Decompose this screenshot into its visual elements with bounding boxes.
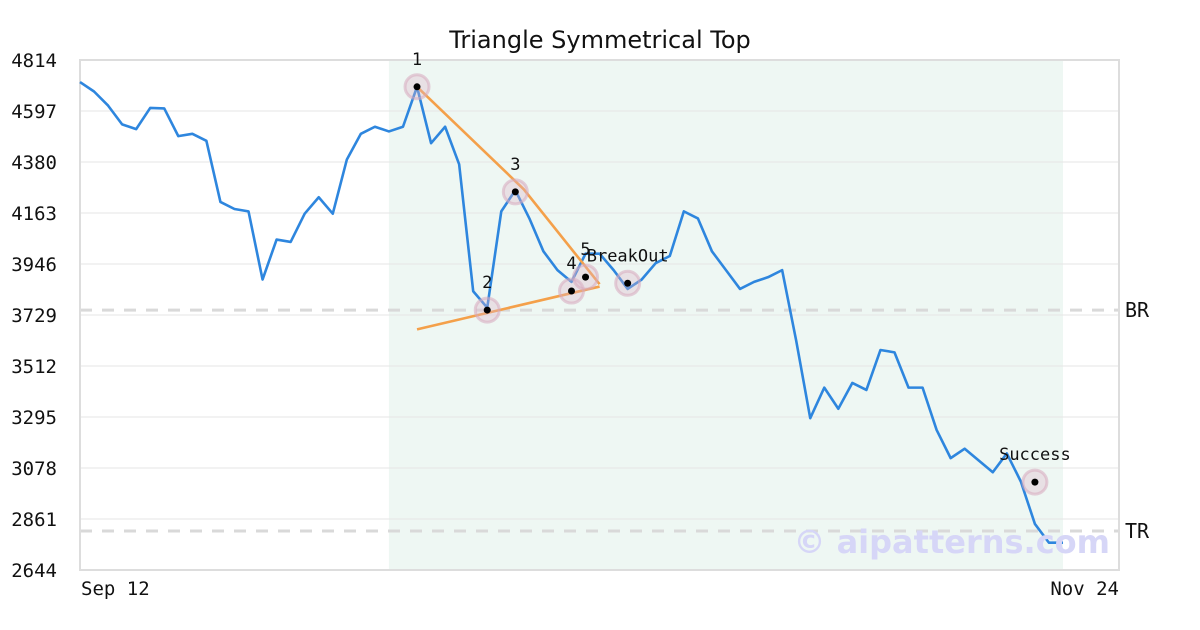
watermark: © aipatterns.com (793, 523, 1110, 561)
y-tick-label: 4163 (11, 203, 57, 225)
y-tick-label: 3078 (11, 458, 57, 480)
reference-line-label: BR (1125, 298, 1150, 322)
y-tick-label: 3946 (11, 254, 57, 276)
chart-title: Triangle Symmetrical Top (448, 26, 751, 54)
plot-frame (79, 59, 1120, 571)
x-tick-label: Nov 24 (1050, 578, 1119, 600)
reference-lines: BR TR (80, 298, 1150, 543)
y-tick-label: 2861 (11, 509, 57, 531)
pivot-label: 3 (510, 155, 520, 175)
price-series-line (79, 81, 1063, 545)
pivot-label: 2 (482, 273, 492, 293)
y-tick-label: 3295 (11, 407, 57, 429)
trendline (416, 85, 601, 286)
pivot-dot (413, 83, 421, 91)
pivot-label: BreakOut (587, 246, 669, 266)
pivot-label: 1 (412, 50, 422, 70)
y-axis-ticks: 4814 4597 4380 4163 3946 3729 3512 3295 3078 2861… (11, 50, 57, 582)
pivot-label: Success (999, 445, 1071, 465)
pivot-dot (568, 287, 575, 295)
pivot-label: 4 (566, 254, 576, 274)
x-axis-ticks: Sep 12 Nov 24 (81, 578, 1119, 600)
pivot-dot (511, 188, 519, 196)
pivot-dot (624, 279, 632, 287)
trendline (416, 285, 600, 331)
pivot-dot (582, 273, 590, 281)
pivot-dot (483, 306, 491, 314)
pivot-label: 5 (580, 240, 590, 260)
reference-line-label: TR (1125, 519, 1150, 543)
x-tick-label: Sep 12 (81, 578, 150, 600)
trendlines (416, 85, 601, 331)
y-tick-label: 3729 (11, 305, 57, 327)
y-tick-label: 4597 (11, 101, 57, 123)
y-tick-label: 4380 (11, 152, 57, 174)
y-tick-label: 4814 (11, 50, 57, 72)
y-tick-label: 3512 (11, 356, 57, 378)
pivot-dot (1031, 478, 1039, 486)
y-tick-label: 2644 (11, 560, 57, 582)
